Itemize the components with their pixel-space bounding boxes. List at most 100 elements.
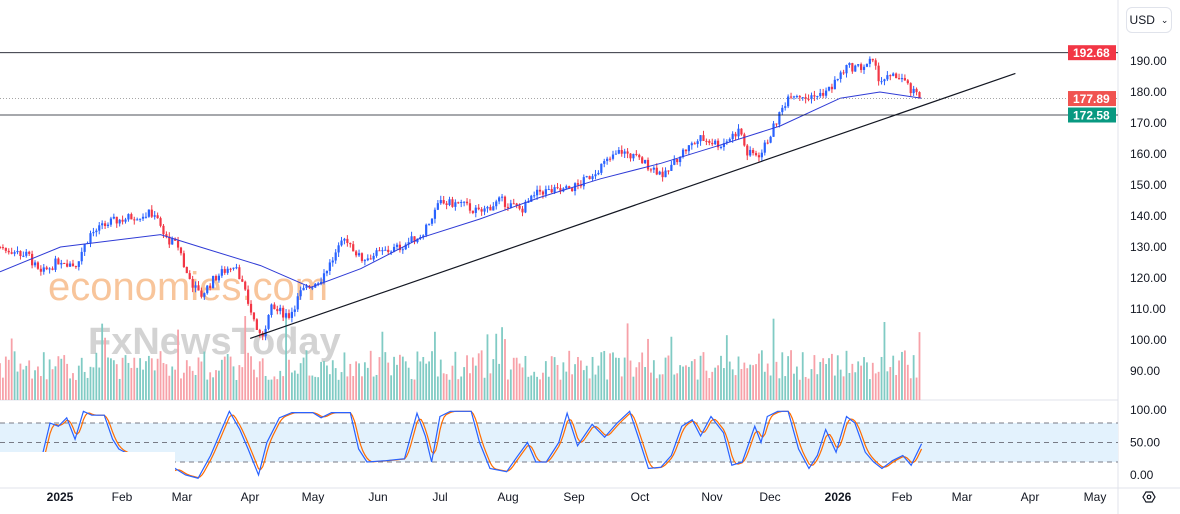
candle-body (454, 202, 457, 207)
candle-body (235, 267, 238, 269)
time-tick-label: May (302, 490, 325, 504)
candle-body (375, 250, 378, 256)
volume-bar (903, 350, 906, 400)
currency-selector[interactable]: USD ⌄ (1126, 7, 1172, 33)
volume-bar (766, 363, 769, 400)
candle-body (465, 201, 469, 204)
candle-body (352, 244, 355, 252)
volume-bar (635, 367, 638, 400)
volume-bar (749, 364, 752, 400)
volume-bar (667, 355, 670, 400)
stochastic-legend-mask (0, 452, 175, 487)
candle-body (203, 293, 206, 297)
volume-bar (702, 352, 705, 400)
time-tick-label: Apr (1021, 490, 1040, 504)
candle-body (244, 281, 247, 290)
volume-bar (498, 363, 501, 400)
volume-bar (524, 355, 527, 400)
volume-bar (51, 369, 54, 400)
candle-body (892, 73, 895, 76)
candle-body (28, 251, 31, 254)
candle-body (486, 206, 489, 209)
volume-bar (787, 356, 790, 400)
candle-body (652, 167, 655, 170)
volume-bar (296, 373, 299, 400)
volume-bar (539, 379, 541, 400)
volume-bar (358, 363, 360, 400)
candle-body (238, 267, 241, 280)
volume-bar (223, 356, 226, 400)
price-tick-label: 160.00 (1130, 147, 1167, 161)
volume-bar (568, 350, 571, 400)
volume-bar (416, 351, 419, 400)
candle-body (845, 65, 848, 74)
candle-body (229, 268, 232, 270)
candle-body (813, 95, 816, 97)
candle-body (506, 206, 510, 208)
candle-body (19, 250, 22, 256)
candle-body (477, 207, 480, 210)
volume-bar (118, 378, 121, 400)
volume-bar (194, 374, 197, 400)
volume-bar (264, 375, 267, 400)
volume-bar (685, 365, 687, 400)
volume-bar (413, 379, 416, 400)
candle-body (0, 247, 2, 248)
volume-bar (728, 361, 731, 400)
volume-bar (258, 361, 261, 400)
volume-bar (147, 355, 150, 400)
volume-bar (509, 369, 512, 400)
candle-body (337, 245, 340, 253)
volume-bar (743, 362, 746, 400)
volume-bar (901, 351, 903, 400)
candle-body (378, 250, 381, 252)
volume-bar (477, 353, 480, 400)
volume-bar (717, 365, 719, 400)
candle-body (833, 79, 836, 90)
volume-bar (422, 356, 425, 400)
candle-body (649, 169, 653, 171)
volume-bar (197, 357, 200, 400)
candle-body (127, 214, 130, 220)
volume-bar (492, 359, 495, 400)
candle-body (789, 96, 793, 98)
time-tick-label: 2026 (825, 490, 852, 504)
volume-bar (445, 374, 448, 400)
candle-body (687, 145, 690, 152)
volume-bar (725, 335, 728, 400)
volume-bar (340, 372, 343, 400)
volume-bar (431, 351, 433, 400)
volume-bar (22, 369, 25, 400)
candle-body (217, 275, 221, 281)
candle-body (296, 296, 299, 310)
candle-body (600, 163, 603, 173)
volume-bar (871, 362, 874, 400)
volume-bar (723, 368, 725, 400)
volume-bar (874, 373, 877, 400)
gear-icon[interactable] (1142, 491, 1156, 503)
candle-body (658, 171, 661, 175)
candle-body (334, 252, 337, 261)
volume-bar (384, 352, 387, 400)
volume-bar (915, 377, 918, 400)
candle-body (638, 154, 641, 158)
volume-bar (454, 351, 457, 400)
volume-bar (731, 369, 734, 400)
volume-bar (521, 367, 524, 400)
candle-body (582, 177, 585, 187)
volume-bar (425, 363, 428, 400)
time-tick-label: Oct (631, 490, 650, 504)
candle-body (868, 58, 871, 64)
candle-body (489, 206, 492, 211)
price-tick-label: 90.00 (1130, 364, 1160, 378)
candle-body (632, 153, 635, 159)
candle-body (533, 195, 536, 197)
candle-body (737, 128, 740, 137)
volume-bar (361, 376, 363, 400)
volume-bar (600, 352, 603, 400)
candle-body (7, 250, 10, 253)
volume-bar (495, 333, 498, 400)
volume-bar (136, 367, 139, 400)
